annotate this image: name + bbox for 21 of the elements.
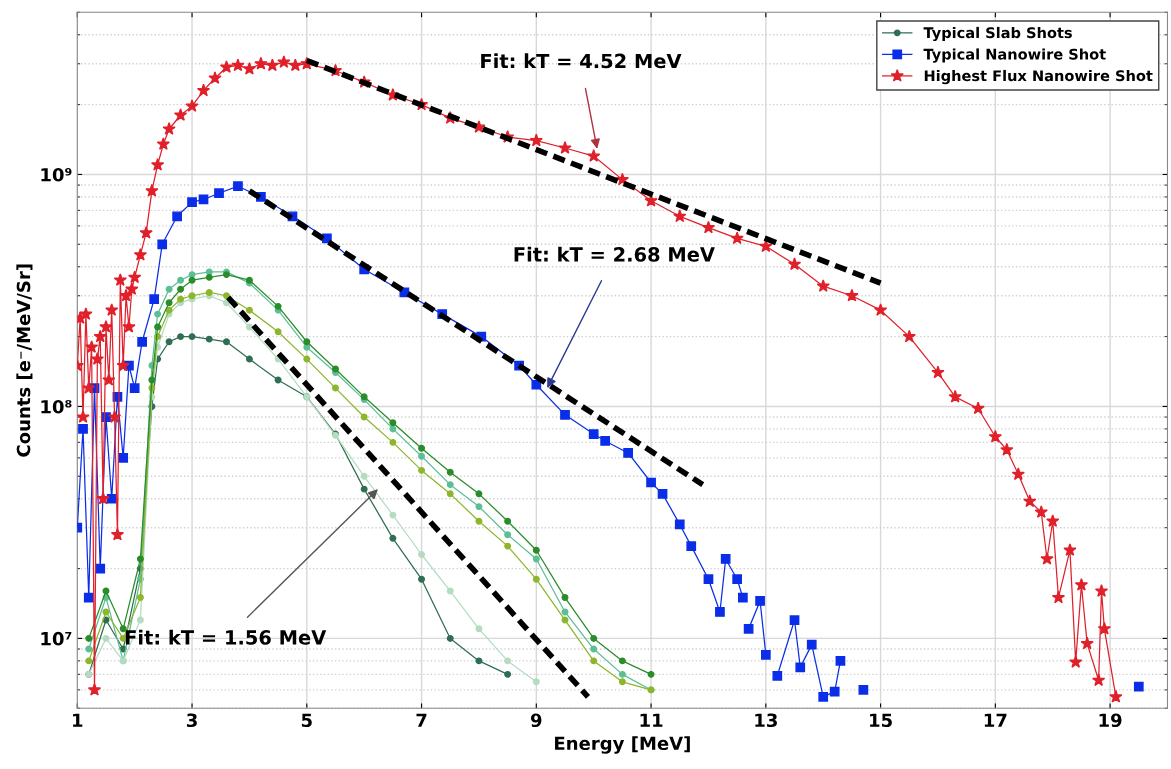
- legend-label: Typical Slab Shots: [923, 26, 1072, 42]
- x-tick-label: 5: [301, 713, 312, 728]
- x-tick-label: 3: [186, 713, 197, 728]
- x-axis-title: Energy [MeV]: [555, 736, 690, 754]
- x-tick-label: 13: [755, 713, 777, 728]
- annotation: Fit: kT = 1.56 MeV: [125, 629, 327, 645]
- y-tick-label: 10⁷: [41, 631, 72, 646]
- x-tick-label: 1: [73, 713, 83, 727]
- x-tick-label: 15: [870, 713, 892, 728]
- legend-label: Highest Flux Nanowire Shot: [924, 69, 1153, 85]
- x-tick-label: 9: [530, 713, 542, 728]
- x-tick-label: 19: [1099, 713, 1122, 728]
- x-tick-label: 7: [416, 713, 427, 727]
- annotation: Fit: kT = 4.52 MeV: [481, 53, 682, 69]
- y-axis-title: Counts [e⁻/MeV/Sr]: [16, 264, 33, 457]
- legend-label: Typical Nanowire Shot: [923, 48, 1106, 63]
- y-tick-label: 10⁸: [41, 399, 72, 414]
- x-tick-label: 17: [984, 713, 1007, 727]
- x-tick-label: 11: [640, 713, 663, 727]
- annotation: Fit: kT = 2.68 MeV: [514, 246, 715, 262]
- y-tick-label: 10⁹: [41, 167, 72, 182]
